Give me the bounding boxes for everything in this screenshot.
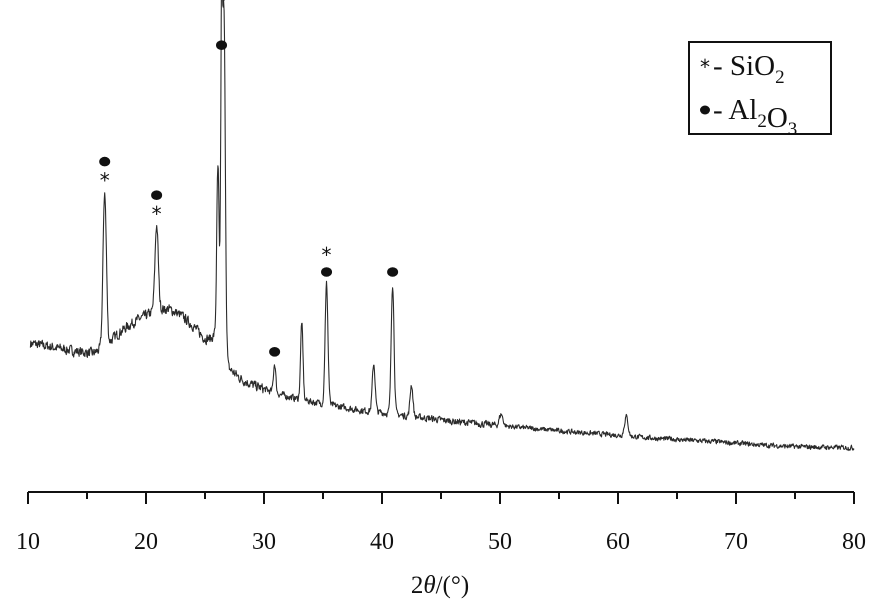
x-tick-label: 50 xyxy=(488,529,512,555)
x-tick-label: 70 xyxy=(724,529,748,555)
x-tick-label: 20 xyxy=(134,529,158,555)
al2o3-peak-marker xyxy=(216,40,228,50)
x-tick-label: 80 xyxy=(842,529,866,555)
legend-box xyxy=(688,41,832,135)
legend-rows: * - SiO2 - Al2O3 xyxy=(700,50,797,140)
al2o3-peak-marker xyxy=(151,190,163,200)
x-ticks: 10 20 30 40 50 60 70 80 xyxy=(16,492,866,555)
x-tick-label: 60 xyxy=(606,529,630,555)
plot-area: * * * * xyxy=(29,0,855,452)
al2o3-peak-marker xyxy=(387,267,399,277)
x-tick-label: 30 xyxy=(252,529,276,555)
sio2-peak-marker: * xyxy=(219,0,229,12)
legend-sio2-marker: * xyxy=(700,55,710,79)
sio2-peak-marker: * xyxy=(100,169,110,193)
al2o3-peak-marker xyxy=(269,347,281,357)
x-axis-title: 2θ/(°) xyxy=(411,572,469,599)
sio2-peak-marker: * xyxy=(322,243,332,267)
legend-entry: - Al2O3 xyxy=(700,94,797,140)
legend-label: - SiO2 xyxy=(713,50,785,88)
legend: * - SiO2 - Al2O3 xyxy=(688,41,832,140)
al2o3-peak-marker xyxy=(99,156,111,167)
legend-entry: * - SiO2 xyxy=(700,50,785,88)
legend-al2o3-marker xyxy=(700,105,710,115)
x-tick-label: 10 xyxy=(16,529,40,555)
legend-label: - Al2O3 xyxy=(713,94,797,140)
peak-markers: * * * * xyxy=(99,0,399,357)
x-axis: 10 20 30 40 50 60 70 80 2θ/(°) xyxy=(16,491,866,599)
xrd-pattern-line xyxy=(29,0,855,452)
x-tick-label: 40 xyxy=(370,529,394,555)
al2o3-peak-marker xyxy=(321,267,333,277)
sio2-peak-marker: * xyxy=(152,202,162,226)
